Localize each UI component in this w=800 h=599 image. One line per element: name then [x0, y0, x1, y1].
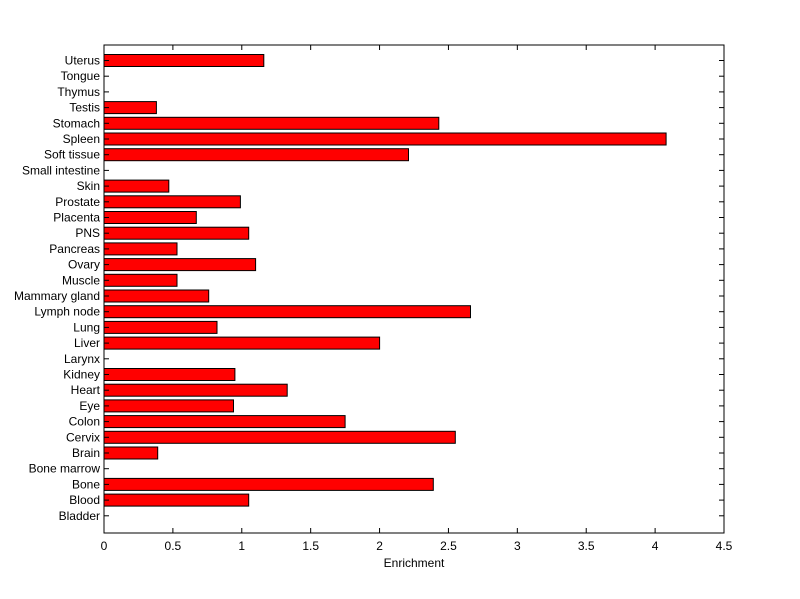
bar-uterus	[103, 54, 265, 67]
category-label-spleen: Spleen	[63, 132, 100, 146]
x-tick-label: 0.5	[165, 539, 182, 553]
bar-soft-tissue	[103, 148, 409, 162]
x-tick-label: 4	[652, 539, 659, 553]
bar-skin	[103, 179, 170, 193]
x-tick-label: 3	[514, 539, 521, 553]
category-label-larynx: Larynx	[64, 352, 100, 366]
category-label-eye: Eye	[79, 399, 100, 413]
category-label-ovary: Ovary	[68, 258, 100, 272]
category-label-uterus: Uterus	[65, 54, 100, 68]
bar-colon	[103, 415, 346, 429]
category-label-bladder: Bladder	[59, 509, 100, 523]
bar-mammary-gland	[103, 289, 210, 303]
plot-frame	[103, 44, 725, 534]
bar-pancreas	[103, 242, 178, 256]
category-label-muscle: Muscle	[62, 273, 100, 287]
category-label-skin: Skin	[77, 179, 100, 193]
category-label-pns: PNS	[75, 226, 100, 240]
category-label-cervix: Cervix	[66, 430, 100, 444]
x-axis-label: Enrichment	[384, 556, 445, 570]
category-label-colon: Colon	[69, 415, 100, 429]
bar-spleen	[103, 132, 667, 146]
bar-lung	[103, 320, 218, 334]
category-label-testis: Testis	[69, 101, 100, 115]
category-label-brain: Brain	[72, 446, 100, 460]
x-axis-ticks: 0 0.5 1 1.5 2 2.5 3 3.5 4 4.5	[101, 45, 733, 553]
bar-testis	[103, 101, 157, 115]
category-label-stomach: Stomach	[53, 116, 100, 130]
bar-blood	[103, 493, 250, 507]
category-label-tongue: Tongue	[61, 69, 101, 83]
category-label-pancreas: Pancreas	[49, 242, 100, 256]
category-label-kidney: Kidney	[63, 368, 100, 382]
x-tick-label: 2	[376, 539, 383, 553]
category-label-lymph-node: Lymph node	[34, 305, 100, 319]
bar-kidney	[103, 368, 236, 381]
category-label-lung: Lung	[73, 320, 100, 334]
category-label-blood: Blood	[69, 493, 100, 507]
bar-muscle	[103, 273, 178, 287]
bar-placenta	[103, 211, 197, 224]
x-tick-label: 1.5	[302, 539, 319, 553]
category-label-liver: Liver	[74, 336, 100, 350]
category-label-heart: Heart	[71, 383, 101, 397]
category-label-placenta: Placenta	[53, 211, 100, 225]
category-label-mammary-gland: Mammary gland	[14, 289, 100, 303]
category-label-soft-tissue: Soft tissue	[44, 148, 100, 162]
bar-bone	[103, 477, 434, 491]
category-label-prostate: Prostate	[55, 195, 100, 209]
bar-pns	[103, 226, 250, 240]
category-label-small-intestine: Small intestine	[22, 163, 100, 177]
x-tick-label: 4.5	[716, 539, 733, 553]
bar-lymph-node	[103, 305, 471, 319]
bar-brain	[103, 446, 159, 460]
x-tick-label: 0	[101, 539, 108, 553]
bar-cervix	[103, 430, 456, 444]
x-tick-label: 2.5	[440, 539, 457, 553]
bar-eye	[103, 399, 234, 413]
x-tick-label: 3.5	[578, 539, 595, 553]
x-tick-label: 1	[238, 539, 245, 553]
bar-stomach	[103, 116, 440, 130]
bar-ovary	[103, 258, 257, 272]
bar-heart	[103, 383, 288, 397]
category-label-bone: Bone	[72, 477, 100, 491]
bar-liver	[103, 336, 381, 350]
category-label-bone-marrow: Bone marrow	[29, 462, 101, 476]
bar-prostate	[103, 195, 241, 209]
category-label-thymus: Thymus	[57, 85, 100, 99]
